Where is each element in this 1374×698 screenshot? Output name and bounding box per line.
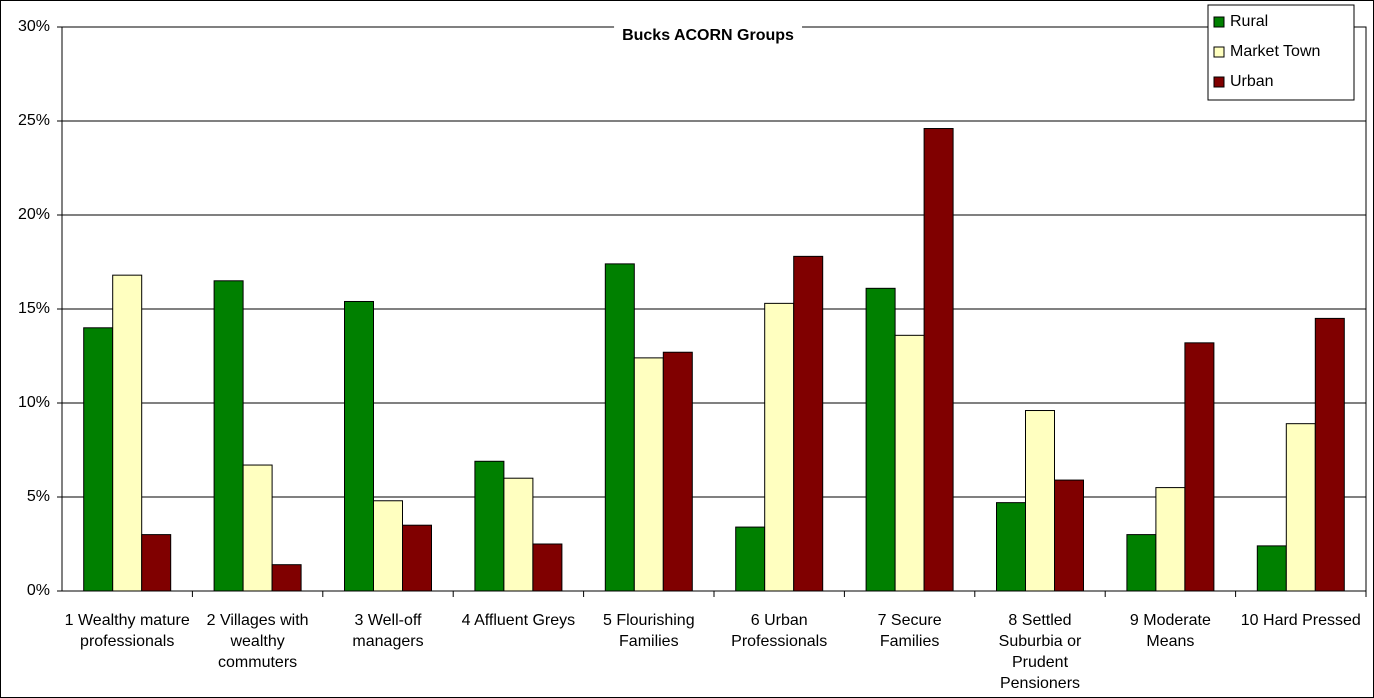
bar — [373, 500, 403, 592]
bar — [996, 502, 1026, 592]
y-tick-label: 15% — [18, 300, 50, 317]
bar — [894, 334, 925, 592]
x-tick-label: 9 Moderate Means — [1129, 612, 1211, 650]
y-tick-label: 25% — [18, 112, 50, 129]
y-tick-label: 20% — [18, 206, 50, 223]
legend-box — [1207, 4, 1355, 101]
bar — [344, 300, 374, 592]
x-tick-label: 8 Settled Suburbia or Prudent Pensioners — [998, 612, 1082, 692]
chart-title: Bucks ACORN Groups — [622, 27, 794, 44]
bar — [213, 280, 244, 592]
bar — [633, 357, 664, 592]
legend-swatch — [1213, 16, 1225, 28]
bar — [1184, 342, 1215, 592]
x-tick-label: 4 Affluent Greys — [461, 612, 576, 629]
bar — [662, 351, 693, 592]
x-tick-label: 1 Wealthy mature professionals — [64, 612, 190, 650]
bar — [112, 274, 143, 592]
bar — [532, 543, 563, 592]
bar — [83, 327, 114, 592]
bar — [1155, 487, 1186, 592]
bar — [242, 464, 273, 592]
x-tick-label: 10 Hard Pressed — [1240, 612, 1361, 629]
bar — [604, 263, 635, 592]
legend-label: Market Town — [1230, 43, 1320, 60]
bar — [865, 287, 896, 592]
bar — [1285, 423, 1316, 592]
bar — [793, 255, 824, 592]
x-tick-label: 6 Urban Professionals — [731, 612, 828, 650]
bar — [503, 477, 534, 592]
bar — [1054, 479, 1084, 592]
legend-label: Rural — [1230, 13, 1268, 30]
y-tick-label: 0% — [27, 582, 50, 599]
bar — [271, 564, 302, 592]
bar — [735, 526, 766, 592]
bar — [923, 128, 954, 592]
bar — [141, 534, 172, 592]
x-tick-label: 7 Secure Families — [877, 612, 942, 650]
bar — [1025, 410, 1055, 592]
bar — [1256, 545, 1287, 592]
bar — [1126, 534, 1157, 592]
title-bg — [614, 23, 803, 49]
bar — [474, 460, 505, 592]
bar — [1314, 317, 1345, 592]
x-tick-label: 5 Flourishing Families — [602, 612, 695, 650]
bar — [764, 302, 795, 592]
y-tick-label: 5% — [27, 488, 50, 505]
y-tick-label: 10% — [18, 394, 50, 411]
y-tick-label: 30% — [18, 18, 50, 35]
x-tick-label: 3 Well-off managers — [352, 612, 424, 650]
legend-label: Urban — [1230, 73, 1274, 90]
bar — [402, 524, 432, 592]
legend-swatch — [1213, 76, 1225, 88]
legend-swatch — [1213, 46, 1225, 58]
x-tick-label: 2 Villages with wealthy commuters — [206, 612, 309, 671]
